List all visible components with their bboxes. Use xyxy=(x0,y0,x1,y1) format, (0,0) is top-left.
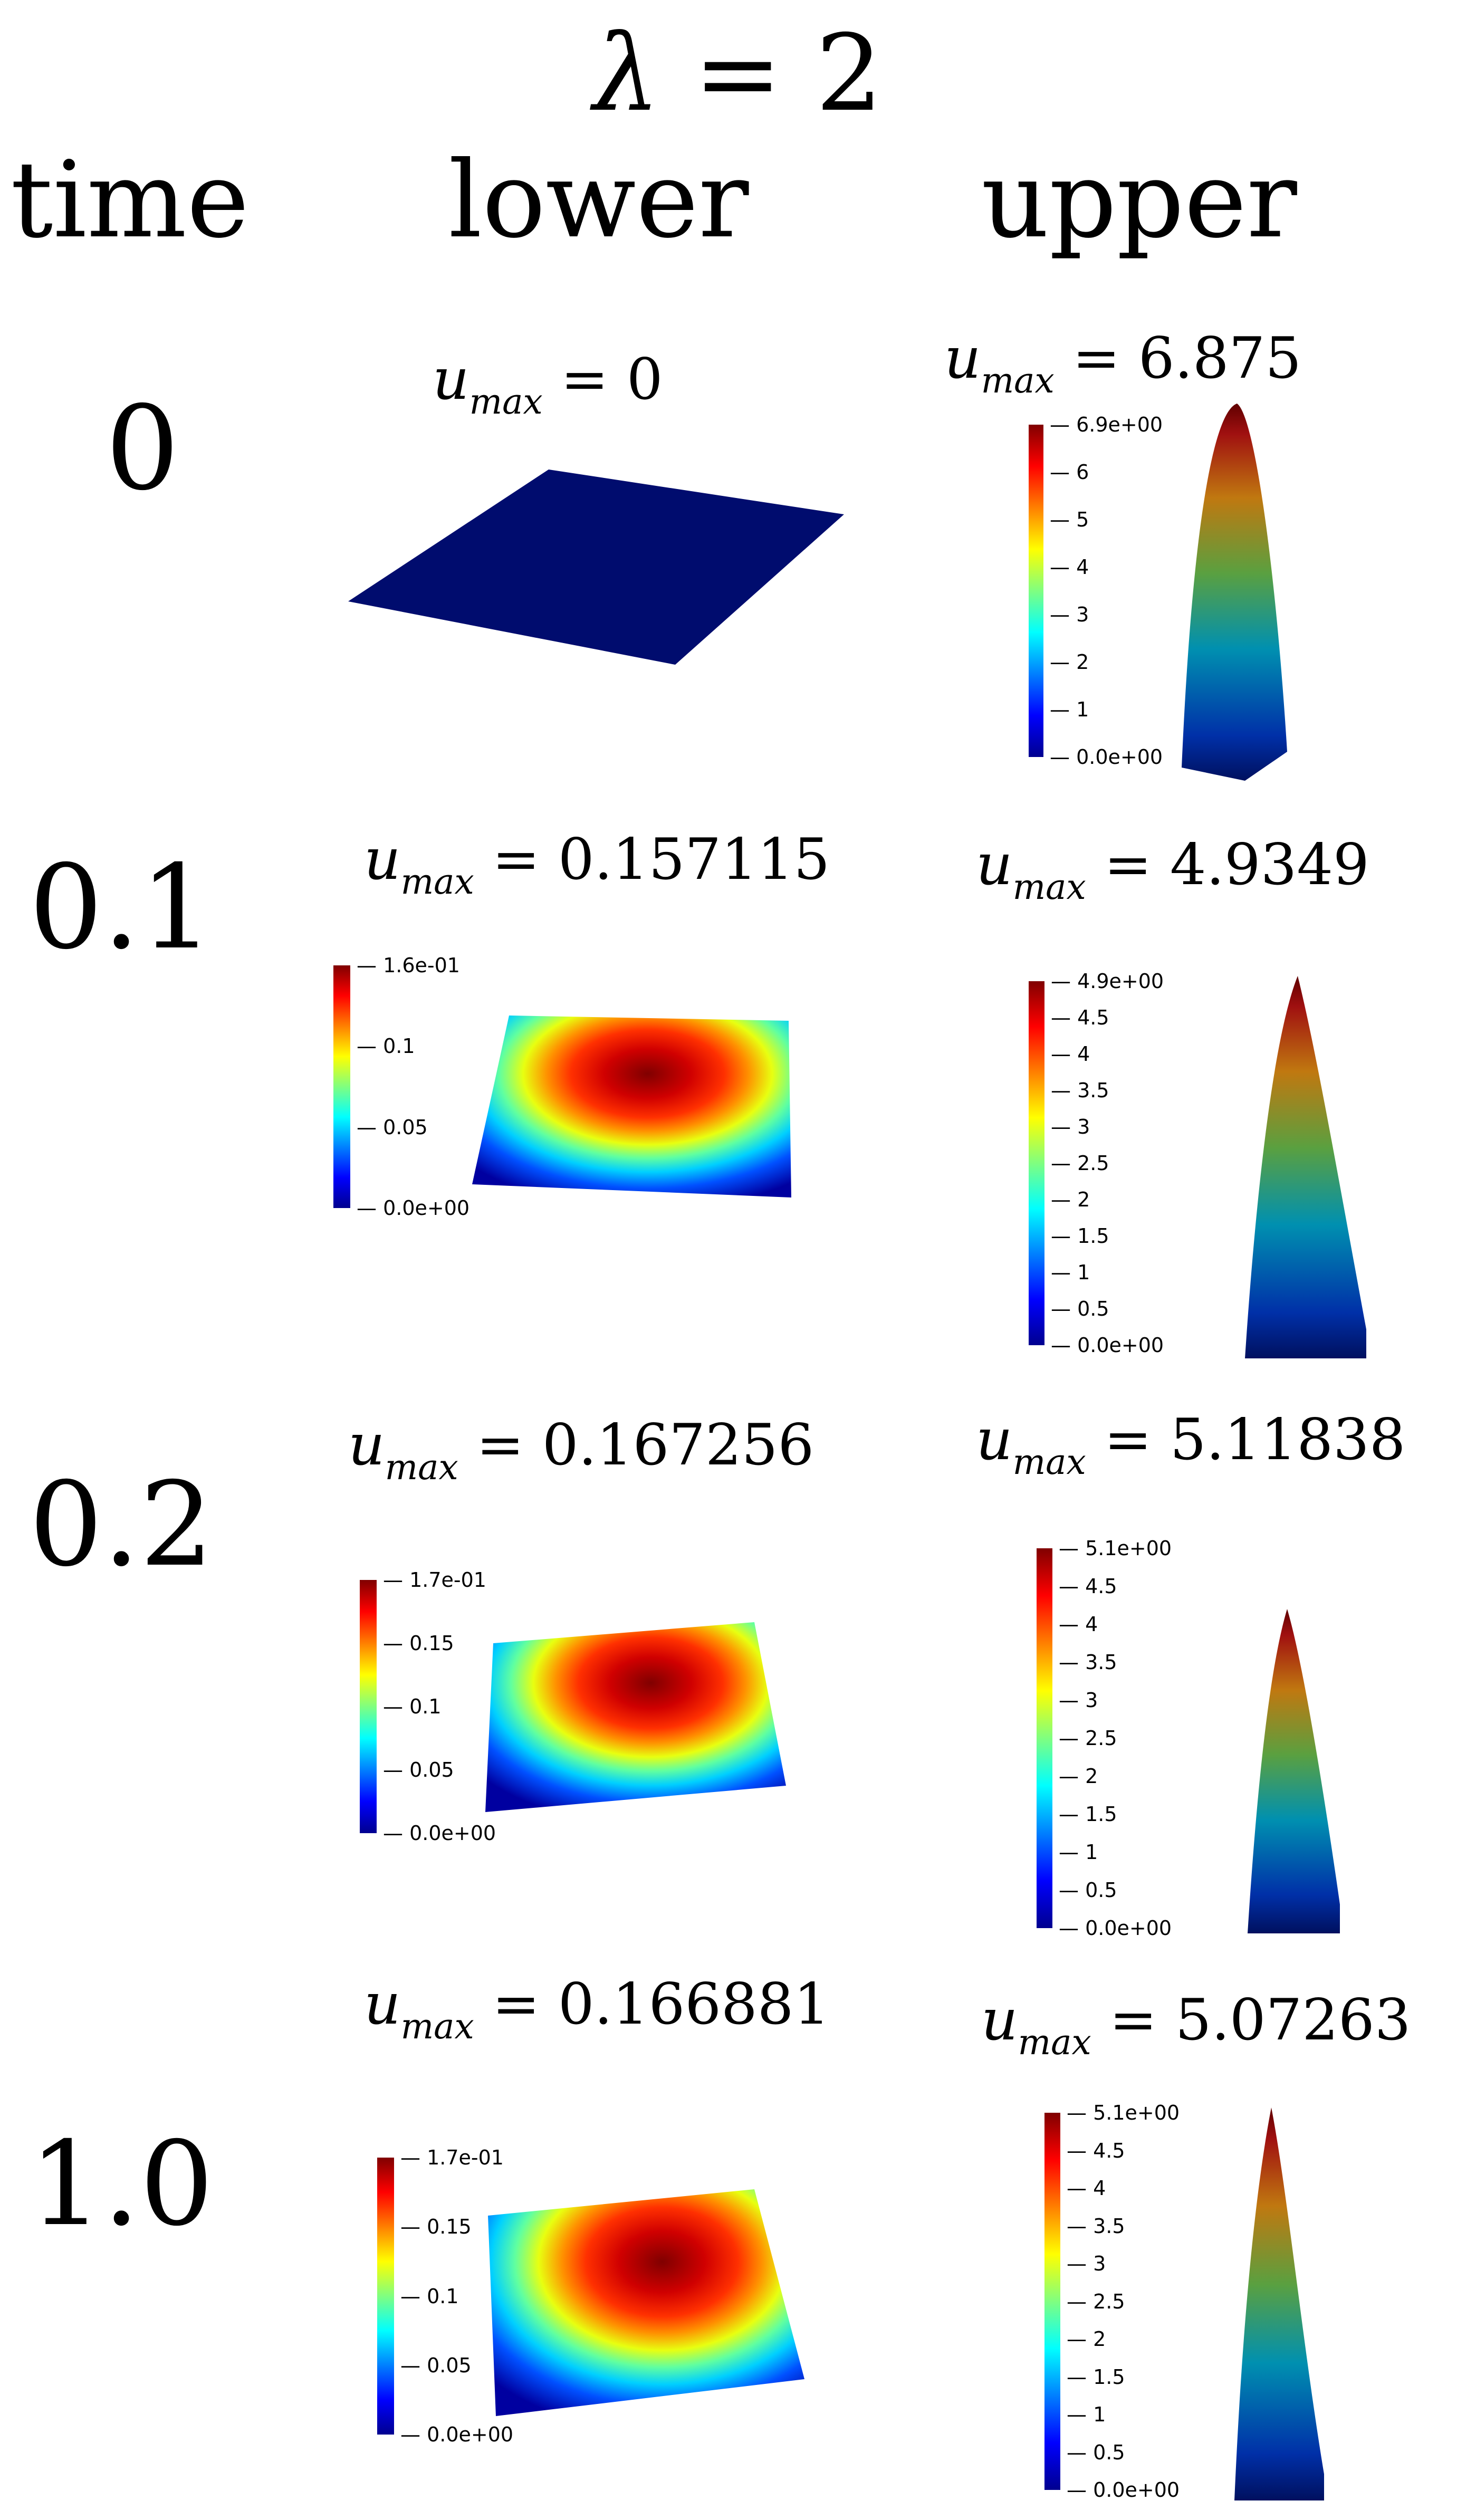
row-label-time-0-2: 0.2 xyxy=(29,1457,214,1592)
colorbar-tick-label: — 3 xyxy=(1067,2252,1106,2275)
umax-upper-t01: umax = 4.9349 xyxy=(976,832,1369,908)
upper-colorbar-t0 xyxy=(1029,425,1043,757)
colorbar-tick-label: — 0.1 xyxy=(357,1034,415,1058)
colorbar-tick-label: — 2.5 xyxy=(1051,1152,1109,1175)
colorbar-tick-label: — 2 xyxy=(1067,2327,1106,2351)
colorbar-tick-label: — 0.0e+00 xyxy=(383,1822,496,1845)
lower-colorbar-t10 xyxy=(377,2158,394,2435)
colorbar-tick-label: — 1 xyxy=(1050,698,1089,721)
colorbar-tick-label: — 5.1e+00 xyxy=(1067,2101,1180,2124)
colorbar-tick-label: — 5.1e+00 xyxy=(1059,1537,1172,1560)
umax-upper-t0: umax = 6.875 xyxy=(944,325,1302,401)
colorbar-tick-label: — 3 xyxy=(1059,1689,1098,1712)
colorbar-tick-label: — 4 xyxy=(1067,2177,1106,2200)
colorbar-tick-label: — 0.5 xyxy=(1051,1297,1109,1320)
colorbar-tick-label: — 0.5 xyxy=(1067,2440,1125,2464)
upper-colorbar-t01 xyxy=(1029,981,1044,1345)
umax-lower-t0: umax = 0 xyxy=(433,347,663,423)
colorbar-tick-label: — 0.15 xyxy=(400,2215,472,2239)
lambda-value: = 2 xyxy=(660,12,883,135)
column-header-lower: lower xyxy=(448,139,749,262)
lower-colorbar-t01 xyxy=(333,965,350,1208)
lower-surface-t02 xyxy=(485,1622,786,1812)
colorbar-tick-label: — 2 xyxy=(1059,1765,1098,1788)
colorbar-tick-label: — 1.7e-01 xyxy=(400,2146,504,2169)
colorbar-tick-label: — 4.9e+00 xyxy=(1051,970,1164,993)
colorbar-tick-label: — 3 xyxy=(1050,603,1089,626)
colorbar-tick-label: — 0.0e+00 xyxy=(1067,2478,1180,2502)
row-label-time-0: 0 xyxy=(106,381,179,516)
colorbar-tick-label: — 4.5 xyxy=(1059,1575,1117,1598)
lower-surface-t01 xyxy=(472,1015,791,1197)
colorbar-tick-label: — 0.15 xyxy=(383,1632,454,1655)
colorbar-tick-label: — 1.7e-01 xyxy=(383,1568,486,1592)
colorbar-tick-label: — 4.5 xyxy=(1051,1006,1109,1029)
column-header-upper: upper xyxy=(981,139,1297,262)
colorbar-tick-label: — 1.5 xyxy=(1051,1224,1109,1248)
colorbar-tick-label: — 0.1 xyxy=(383,1695,442,1718)
colorbar-tick-label: — 0.0e+00 xyxy=(1051,1334,1164,1357)
colorbar-tick-label: — 2.5 xyxy=(1059,1727,1117,1750)
colorbar-tick-label: — 1.5 xyxy=(1067,2365,1125,2389)
colorbar-tick-label: — 5 xyxy=(1050,508,1089,531)
colorbar-tick-label: — 0.0e+00 xyxy=(1050,745,1163,769)
colorbar-tick-label: — 0.05 xyxy=(357,1115,428,1139)
umax-upper-t02: umax = 5.11838 xyxy=(976,1407,1406,1483)
row-label-time-0-1: 0.1 xyxy=(29,840,214,975)
colorbar-tick-label: — 4 xyxy=(1059,1613,1098,1636)
colorbar-tick-label: — 3.5 xyxy=(1051,1079,1109,1102)
colorbar-tick-label: — 4.5 xyxy=(1067,2139,1125,2162)
colorbar-tick-label: — 0.0e+00 xyxy=(400,2423,514,2446)
colorbar-tick-label: — 6.9e+00 xyxy=(1050,413,1163,436)
upper-peak-t01 xyxy=(1245,976,1366,1358)
lower-surface-t0 xyxy=(348,469,844,665)
colorbar-tick-label: — 0.05 xyxy=(383,1758,454,1781)
colorbar-tick-label: — 2 xyxy=(1050,650,1089,674)
colorbar-tick-label: — 0.1 xyxy=(400,2284,459,2308)
colorbar-tick-label: — 4 xyxy=(1050,555,1089,579)
colorbar-tick-label: — 3.5 xyxy=(1059,1651,1117,1674)
upper-peak-t0 xyxy=(1182,404,1287,781)
upper-colorbar-t02 xyxy=(1037,1548,1052,1928)
colorbar-tick-label: — 1.5 xyxy=(1059,1803,1117,1826)
umax-lower-t01: umax = 0.157115 xyxy=(364,827,830,903)
upper-peak-t10 xyxy=(1234,2107,1324,2500)
upper-colorbar-t10 xyxy=(1044,2113,1060,2490)
colorbar-tick-label: — 6 xyxy=(1050,461,1089,484)
lambda-symbol: λ xyxy=(593,12,660,135)
colorbar-tick-label: — 0.05 xyxy=(400,2353,472,2377)
colorbar-tick-label: — 3.5 xyxy=(1067,2214,1125,2238)
column-header-time: time xyxy=(11,139,250,262)
colorbar-tick-label: — 1 xyxy=(1067,2403,1106,2426)
colorbar-tick-label: — 1.6e-01 xyxy=(357,954,460,977)
umax-lower-t10: umax = 0.166881 xyxy=(364,1971,830,2047)
lower-surface-t10 xyxy=(488,2189,804,2416)
colorbar-tick-label: — 0.0e+00 xyxy=(1059,1917,1172,1940)
colorbar-tick-label: — 3 xyxy=(1051,1115,1090,1138)
colorbar-tick-label: — 4 xyxy=(1051,1042,1090,1066)
colorbar-tick-label: — 2.5 xyxy=(1067,2289,1125,2313)
figure-title: λ = 2 xyxy=(0,21,1476,127)
colorbar-tick-label: — 0.5 xyxy=(1059,1879,1117,1902)
umax-upper-t10: umax = 5.07263 xyxy=(981,1987,1411,2063)
upper-peak-t02 xyxy=(1248,1609,1340,1933)
colorbar-tick-label: — 1 xyxy=(1059,1841,1098,1864)
lower-colorbar-t02 xyxy=(360,1580,377,1833)
colorbar-tick-label: — 2 xyxy=(1051,1188,1090,1211)
colorbar-tick-label: — 0.0e+00 xyxy=(357,1196,470,1220)
umax-lower-t02: umax = 0.167256 xyxy=(348,1412,814,1488)
colorbar-tick-label: — 1 xyxy=(1051,1261,1090,1284)
row-label-time-1-0: 1.0 xyxy=(29,2116,214,2251)
